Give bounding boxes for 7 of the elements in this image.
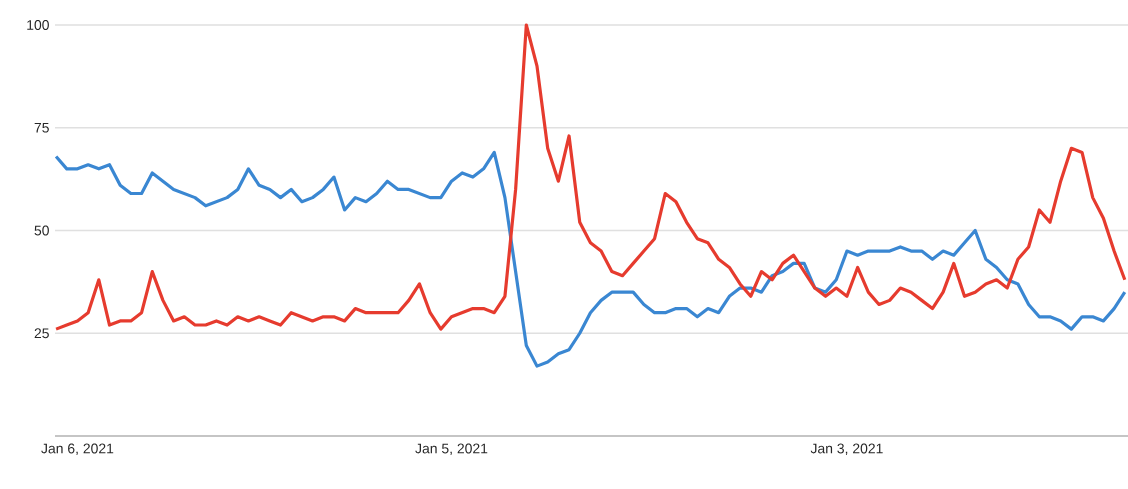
x-tick-label: Jan 5, 2021: [415, 443, 488, 456]
y-tick-label: 100: [27, 20, 49, 30]
x-tick-label: Jan 3, 2021: [810, 443, 883, 456]
y-tick-label: 75: [34, 122, 49, 133]
y-tick-label: 50: [34, 225, 49, 236]
y-tick-label: 25: [34, 328, 49, 339]
x-tick-label: Jan 6, 2021: [41, 443, 114, 456]
